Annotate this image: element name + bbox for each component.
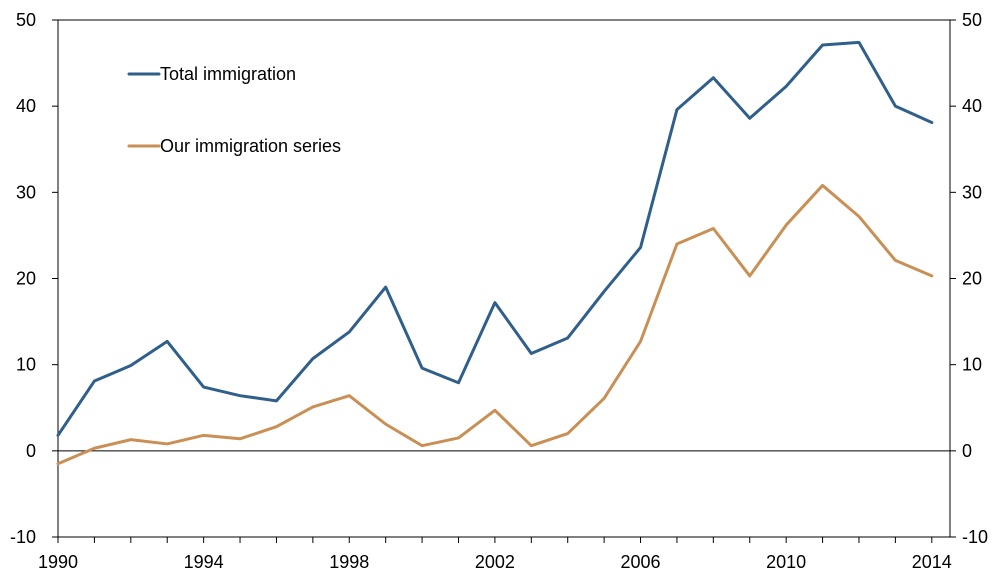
y-tick-label-left--10: -10: [10, 527, 36, 547]
legend-label-1: Our immigration series: [160, 136, 341, 156]
x-tick-label-1998: 1998: [329, 552, 369, 572]
x-tick-label-1994: 1994: [184, 552, 224, 572]
y-tick-label-right-0: 0: [962, 441, 972, 461]
series-line-0: [56, 40, 934, 437]
x-tick-label-2010: 2010: [766, 552, 806, 572]
y-tick-label-right-50: 50: [962, 10, 982, 30]
x-tick-label-2014: 2014: [912, 552, 952, 572]
label-layer: -10 -10 0 0 10 10 20 20 30 30 40 40 50 50 1990 1994 1998…: [10, 10, 988, 572]
y-tick-label-right-30: 30: [962, 182, 982, 202]
legend: Total immigration Our immigration series: [127, 64, 341, 156]
frame-layer: [52, 19, 956, 543]
y-tick-label-left-50: 50: [16, 10, 36, 30]
legend-label-0: Total immigration: [160, 64, 296, 84]
y-tick-label-left-20: 20: [16, 269, 36, 289]
y-tick-label-left-40: 40: [16, 96, 36, 116]
y-tick-label-right-40: 40: [962, 96, 982, 116]
y-tick-label-left-30: 30: [16, 182, 36, 202]
y-tick-label-right-10: 10: [962, 355, 982, 375]
y-tick-label-right-20: 20: [962, 269, 982, 289]
x-tick-label-2006: 2006: [621, 552, 661, 572]
series-layer: [56, 40, 934, 466]
y-tick-label-left-10: 10: [16, 355, 36, 375]
x-tick-label-1990: 1990: [38, 552, 78, 572]
plot-frame: [57, 19, 951, 538]
y-tick-label-left-0: 0: [26, 441, 36, 461]
y-tick-label-right--10: -10: [962, 527, 988, 547]
x-tick-label-2002: 2002: [475, 552, 515, 572]
series-line-1: [56, 183, 934, 466]
